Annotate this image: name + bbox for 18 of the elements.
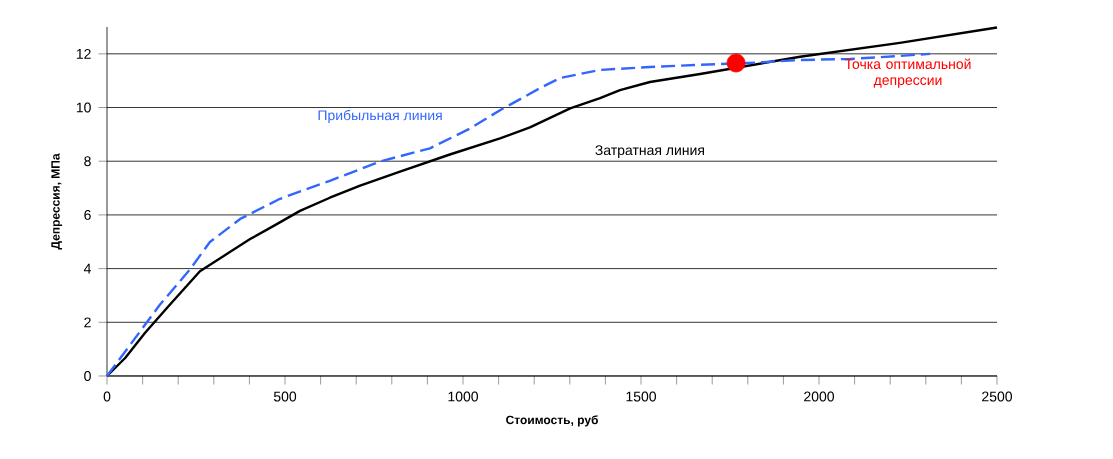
text: Затратная линия (595, 145, 704, 158)
y-tick-label: 10 (76, 102, 91, 113)
x-tick-label: 2000 (804, 391, 835, 402)
series-label: Прибыльная линия (318, 109, 442, 123)
y-tick-label: 4 (83, 263, 91, 274)
y-tick-label: 2 (84, 317, 91, 328)
y-axis-title: Депрессия, МПа (51, 153, 63, 250)
annotation: Точка оптимальной депрессии (844, 58, 971, 88)
x-tick-label: 2500 (982, 391, 1013, 402)
x-tick-label: 500 (273, 391, 297, 402)
x-tick-label: 1500 (626, 391, 657, 402)
x-tick-label: 0 (103, 391, 111, 402)
y-tick-label: 8 (84, 156, 91, 167)
y-tick-label: 6 (84, 209, 91, 220)
y-tick-label: 0 (84, 371, 91, 381)
x-tick-label: 1000 (448, 391, 479, 402)
y-tick-label: 12 (76, 48, 91, 59)
x-axis-title: Стоимость, руб (506, 415, 598, 427)
